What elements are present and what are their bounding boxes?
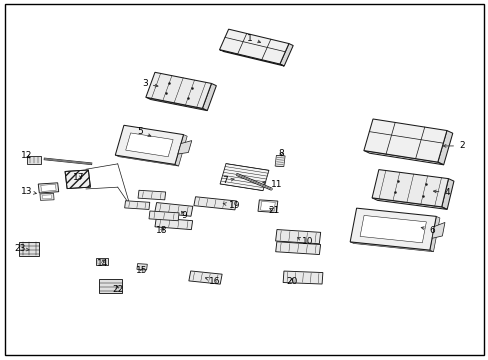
Polygon shape	[275, 156, 285, 167]
Polygon shape	[371, 198, 446, 210]
Polygon shape	[441, 179, 453, 210]
Text: 18: 18	[156, 226, 167, 235]
Polygon shape	[371, 170, 447, 207]
Polygon shape	[138, 190, 165, 200]
Text: 15: 15	[136, 266, 147, 275]
Text: 21: 21	[267, 206, 279, 215]
Polygon shape	[27, 156, 41, 164]
Polygon shape	[349, 208, 435, 250]
Polygon shape	[178, 140, 191, 154]
Text: 2: 2	[442, 141, 464, 150]
Text: 19: 19	[223, 201, 240, 210]
Polygon shape	[258, 200, 277, 212]
Text: 3: 3	[142, 80, 158, 89]
Text: 6: 6	[420, 226, 435, 235]
Polygon shape	[154, 203, 192, 216]
Polygon shape	[429, 216, 439, 252]
Text: 5: 5	[137, 127, 151, 136]
Polygon shape	[149, 211, 179, 221]
Polygon shape	[155, 218, 192, 230]
Polygon shape	[260, 202, 275, 211]
Text: 16: 16	[205, 276, 221, 285]
Text: 13: 13	[21, 187, 36, 196]
Polygon shape	[42, 195, 51, 199]
Text: 20: 20	[285, 276, 297, 285]
Polygon shape	[359, 215, 426, 243]
Polygon shape	[124, 201, 149, 210]
Polygon shape	[431, 222, 444, 238]
Polygon shape	[41, 184, 56, 192]
Polygon shape	[145, 72, 211, 108]
Polygon shape	[65, 170, 90, 189]
Text: 10: 10	[297, 237, 313, 246]
Text: 9: 9	[181, 211, 186, 220]
Text: 1: 1	[246, 34, 260, 43]
Text: 22: 22	[112, 285, 123, 294]
Polygon shape	[349, 242, 432, 252]
Polygon shape	[275, 242, 320, 255]
Polygon shape	[145, 97, 207, 111]
Text: 17: 17	[73, 173, 84, 182]
Text: 12: 12	[21, 151, 33, 160]
Polygon shape	[19, 242, 39, 256]
Polygon shape	[96, 258, 108, 265]
Text: 11: 11	[262, 180, 282, 189]
Polygon shape	[220, 163, 268, 191]
Polygon shape	[219, 29, 288, 64]
Polygon shape	[38, 183, 59, 193]
Polygon shape	[137, 264, 147, 270]
Polygon shape	[193, 197, 236, 210]
Polygon shape	[219, 50, 284, 66]
Polygon shape	[188, 271, 222, 284]
Polygon shape	[98, 260, 105, 264]
Text: 8: 8	[278, 149, 284, 158]
Polygon shape	[115, 125, 183, 165]
Text: 7: 7	[222, 176, 234, 185]
Polygon shape	[363, 150, 443, 165]
Polygon shape	[40, 193, 54, 201]
Text: 14: 14	[97, 259, 108, 268]
Polygon shape	[363, 119, 446, 162]
Polygon shape	[125, 133, 173, 157]
Polygon shape	[275, 230, 320, 244]
Text: 4: 4	[432, 188, 449, 197]
Polygon shape	[437, 131, 452, 165]
Polygon shape	[175, 135, 187, 166]
Polygon shape	[202, 84, 216, 111]
Polygon shape	[279, 44, 293, 66]
Polygon shape	[115, 155, 178, 166]
Polygon shape	[283, 271, 322, 284]
Polygon shape	[99, 279, 122, 293]
Text: 23: 23	[14, 244, 29, 253]
